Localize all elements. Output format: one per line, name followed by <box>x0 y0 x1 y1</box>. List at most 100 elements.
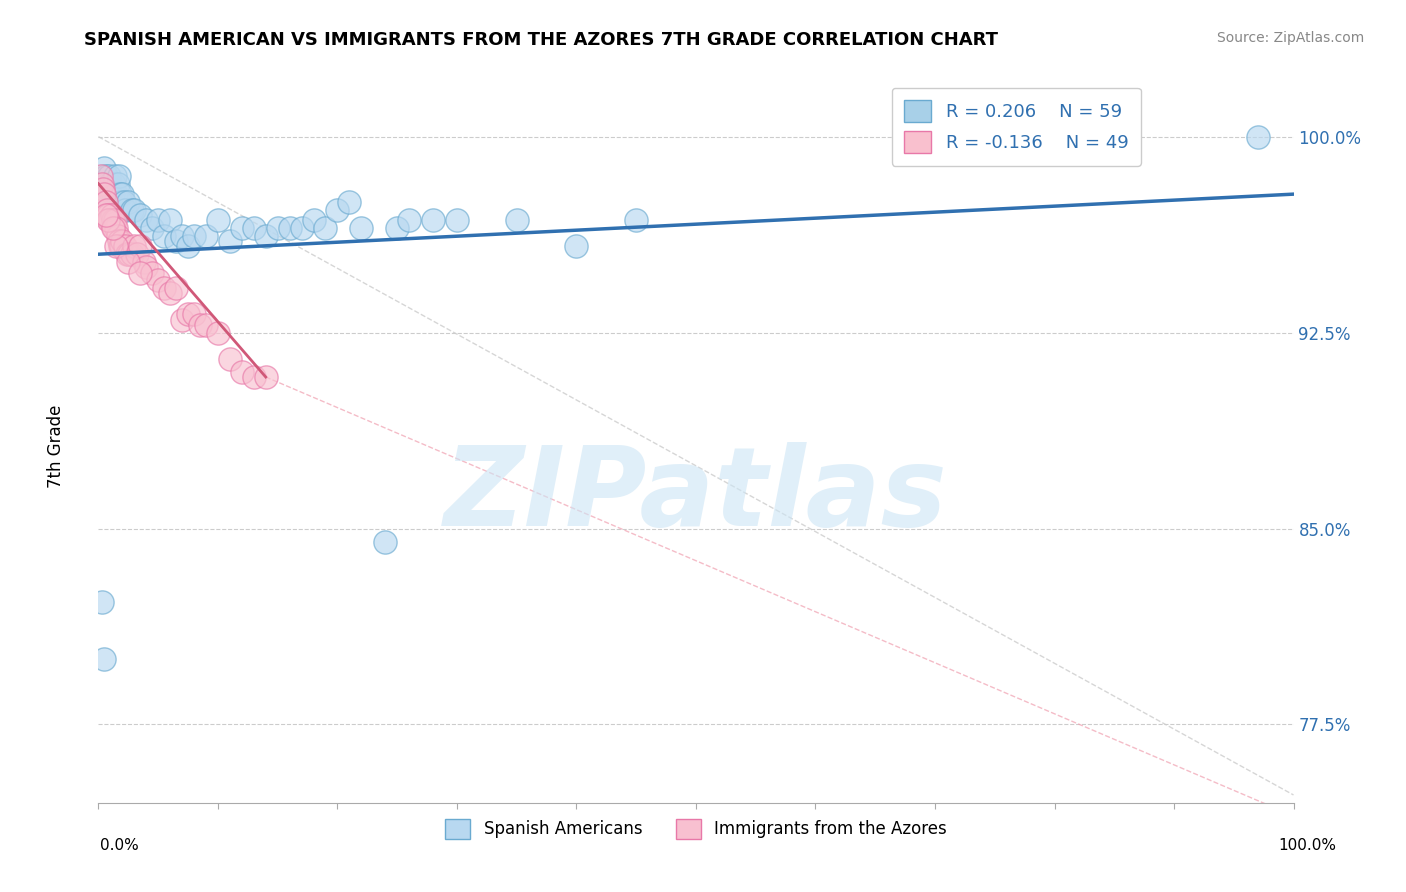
Point <box>385 221 409 235</box>
Point <box>101 187 124 202</box>
Point <box>103 177 125 191</box>
Point <box>111 234 134 248</box>
Point <box>107 169 129 183</box>
Point <box>291 221 314 235</box>
Text: SPANISH AMERICAN VS IMMIGRANTS FROM THE AZORES 7TH GRADE CORRELATION CHART: SPANISH AMERICAN VS IMMIGRANTS FROM THE … <box>84 31 998 49</box>
Text: ZIPatlas: ZIPatlas <box>444 442 948 549</box>
Point <box>121 202 143 217</box>
Point <box>141 221 163 235</box>
Point <box>159 213 181 227</box>
Point <box>91 182 114 196</box>
Point <box>91 177 114 191</box>
Text: 7th Grade: 7th Grade <box>48 404 65 488</box>
Point <box>565 239 588 253</box>
Text: 0.0%: 0.0% <box>100 838 139 854</box>
Point <box>177 239 200 253</box>
Point <box>115 247 138 261</box>
Point <box>107 228 129 243</box>
Point <box>100 182 122 196</box>
Point <box>135 260 157 275</box>
Point <box>108 187 131 202</box>
Point <box>107 177 129 191</box>
Point <box>129 239 152 253</box>
Point <box>243 370 266 384</box>
Point <box>97 213 120 227</box>
Point <box>125 247 148 261</box>
Point <box>148 213 170 227</box>
Point <box>506 213 529 227</box>
Point <box>97 208 120 222</box>
Point <box>398 213 420 227</box>
Point <box>302 213 325 227</box>
Point <box>104 213 127 227</box>
Point <box>350 221 373 235</box>
Point <box>91 169 114 183</box>
Point <box>107 234 129 248</box>
Point <box>446 213 468 227</box>
Point <box>135 213 157 227</box>
Point <box>108 239 131 253</box>
Point <box>207 213 229 227</box>
Point <box>254 370 277 384</box>
Text: 100.0%: 100.0% <box>1278 838 1337 854</box>
Point <box>98 169 121 183</box>
Legend: Spanish Americans, Immigrants from the Azores: Spanish Americans, Immigrants from the A… <box>439 812 953 846</box>
Point <box>172 312 194 326</box>
Point <box>326 202 349 217</box>
Point <box>117 194 139 209</box>
Point <box>91 177 114 191</box>
Point <box>153 228 176 243</box>
Point <box>243 221 266 235</box>
Point <box>90 187 112 202</box>
Point <box>94 208 117 222</box>
Point <box>207 326 229 340</box>
Point <box>165 281 187 295</box>
Point <box>188 318 211 332</box>
Point <box>278 221 301 235</box>
Point <box>315 221 337 235</box>
Point <box>105 239 128 253</box>
Point <box>112 194 135 209</box>
Point <box>422 213 444 227</box>
Point <box>117 255 139 269</box>
Point <box>98 177 122 191</box>
Point <box>129 265 152 279</box>
Point <box>183 307 205 321</box>
Point <box>121 247 143 261</box>
Point <box>90 169 112 183</box>
Point <box>98 213 122 227</box>
Point <box>91 594 114 608</box>
Point <box>110 239 132 253</box>
Point <box>110 194 132 209</box>
Point <box>153 281 176 295</box>
Point <box>118 247 141 261</box>
Point <box>94 169 117 183</box>
Point <box>172 228 194 243</box>
Point <box>111 187 134 202</box>
Point <box>124 239 146 253</box>
Point <box>132 255 155 269</box>
Point <box>626 213 648 227</box>
Point <box>183 228 205 243</box>
Point <box>96 177 118 191</box>
Point <box>231 221 253 235</box>
Point <box>105 187 128 202</box>
Point <box>374 534 396 549</box>
Point <box>100 208 122 222</box>
Point <box>231 365 253 379</box>
Point <box>93 161 115 175</box>
Point <box>267 221 290 235</box>
Point <box>219 351 242 366</box>
Point <box>339 194 361 209</box>
Point <box>101 213 124 227</box>
Point <box>165 234 187 248</box>
Point <box>103 221 125 235</box>
Point <box>1247 129 1270 144</box>
Point <box>93 652 115 666</box>
Text: Source: ZipAtlas.com: Source: ZipAtlas.com <box>1216 31 1364 45</box>
Point <box>195 228 218 243</box>
Point <box>101 221 124 235</box>
Point <box>94 194 117 209</box>
Point <box>124 202 146 217</box>
Point <box>96 202 118 217</box>
